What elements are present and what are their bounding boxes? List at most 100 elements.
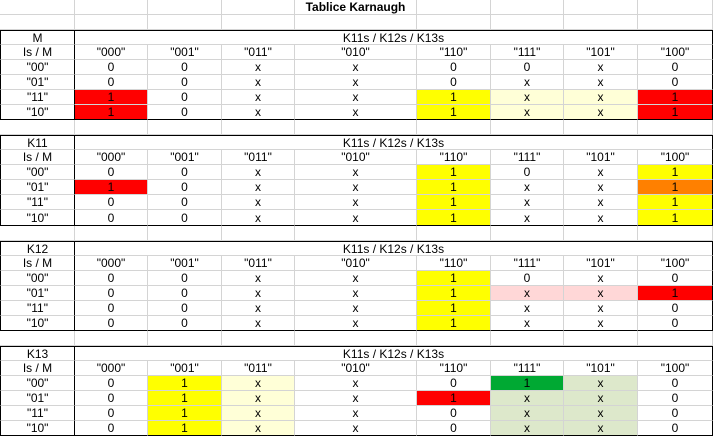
karnaugh-cell[interactable]: 0 [148,165,222,180]
empty-cell[interactable] [0,120,75,135]
empty-cell[interactable] [491,0,564,15]
empty-cell[interactable] [491,226,564,241]
karnaugh-cell[interactable]: 1 [638,195,713,210]
empty-cell[interactable] [0,226,75,241]
karnaugh-cell[interactable]: x [564,165,638,180]
karnaugh-cell[interactable]: x [222,391,295,406]
empty-cell[interactable] [564,120,638,135]
karnaugh-cell[interactable]: 0 [75,406,148,421]
karnaugh-cell[interactable]: 0 [75,391,148,406]
empty-cell[interactable] [75,120,148,135]
column-header[interactable]: "000" [75,361,148,376]
karnaugh-cell[interactable]: 0 [75,376,148,391]
karnaugh-cell[interactable]: 0 [417,406,491,421]
karnaugh-cell[interactable]: 0 [491,165,564,180]
empty-cell[interactable] [222,120,295,135]
karnaugh-cell[interactable]: x [295,316,417,331]
row-header[interactable]: "10" [0,210,75,226]
karnaugh-cell[interactable]: x [564,90,638,105]
empty-cell[interactable] [148,226,222,241]
karnaugh-cell[interactable]: x [222,90,295,105]
karnaugh-cell[interactable]: 0 [417,60,491,75]
karnaugh-cell[interactable]: 0 [75,60,148,75]
column-header[interactable]: "101" [564,256,638,271]
row-header[interactable]: "00" [0,271,75,286]
karnaugh-cell[interactable]: x [564,210,638,226]
karnaugh-cell[interactable]: 1 [75,105,148,120]
karnaugh-cell[interactable]: 0 [638,271,713,286]
karnaugh-cell[interactable]: 0 [491,271,564,286]
karnaugh-cell[interactable]: 1 [417,105,491,120]
karnaugh-cell[interactable]: x [564,105,638,120]
karnaugh-cell[interactable]: x [222,75,295,90]
column-header[interactable]: "100" [638,45,713,60]
karnaugh-cell[interactable]: 1 [491,376,564,391]
empty-cell[interactable] [148,0,222,15]
empty-cell[interactable] [491,15,564,30]
empty-cell[interactable] [638,331,713,346]
karnaugh-cell[interactable]: 0 [148,180,222,195]
karnaugh-cell[interactable]: x [491,316,564,331]
empty-cell[interactable] [417,226,491,241]
column-header[interactable]: "010" [295,256,417,271]
column-header[interactable]: "001" [148,45,222,60]
empty-cell[interactable] [148,331,222,346]
karnaugh-cell[interactable]: x [491,210,564,226]
karnaugh-cell[interactable]: 0 [75,421,148,436]
karnaugh-cell[interactable]: x [491,286,564,301]
empty-cell[interactable] [638,120,713,135]
row-header[interactable]: "01" [0,391,75,406]
karnaugh-cell[interactable]: x [295,60,417,75]
row-header[interactable]: "11" [0,301,75,316]
karnaugh-cell[interactable]: 1 [638,105,713,120]
karnaugh-cell[interactable]: x [295,406,417,421]
karnaugh-cell[interactable]: x [222,60,295,75]
empty-cell[interactable] [75,0,148,15]
row-header[interactable]: "10" [0,105,75,120]
column-header[interactable]: "111" [491,256,564,271]
empty-cell[interactable] [75,15,148,30]
empty-cell[interactable] [75,331,148,346]
karnaugh-cell[interactable]: x [295,75,417,90]
table-name[interactable]: M [0,30,75,45]
karnaugh-cell[interactable]: 1 [148,391,222,406]
empty-cell[interactable] [638,0,713,15]
karnaugh-cell[interactable]: 0 [638,75,713,90]
table-name[interactable]: K13 [0,346,75,361]
karnaugh-cell[interactable]: x [564,421,638,436]
row-header[interactable]: "01" [0,75,75,90]
karnaugh-cell[interactable]: 1 [417,316,491,331]
karnaugh-cell[interactable]: 0 [148,195,222,210]
karnaugh-cell[interactable]: x [564,75,638,90]
karnaugh-cell[interactable]: 1 [417,195,491,210]
empty-cell[interactable] [222,15,295,30]
karnaugh-cell[interactable]: 0 [75,286,148,301]
column-header[interactable]: "001" [148,150,222,165]
karnaugh-cell[interactable]: 0 [148,75,222,90]
empty-cell[interactable] [295,15,417,30]
karnaugh-cell[interactable]: x [564,195,638,210]
empty-cell[interactable] [0,331,75,346]
column-header[interactable]: "000" [75,256,148,271]
karnaugh-cell[interactable]: 0 [638,376,713,391]
row-header-label[interactable]: Is / M [0,150,75,165]
empty-cell[interactable] [491,331,564,346]
karnaugh-cell[interactable]: 0 [148,105,222,120]
karnaugh-cell[interactable]: 0 [148,316,222,331]
empty-cell[interactable] [638,226,713,241]
karnaugh-cell[interactable]: 0 [417,376,491,391]
column-header[interactable]: "100" [638,361,713,376]
karnaugh-cell[interactable]: 1 [417,286,491,301]
empty-cell[interactable] [222,331,295,346]
karnaugh-cell[interactable]: 1 [148,406,222,421]
karnaugh-cell[interactable]: 0 [491,60,564,75]
karnaugh-cell[interactable]: 1 [638,210,713,226]
row-header[interactable]: "11" [0,90,75,105]
karnaugh-cell[interactable]: 0 [75,210,148,226]
karnaugh-cell[interactable]: 0 [148,301,222,316]
empty-cell[interactable] [417,120,491,135]
table-name[interactable]: K11 [0,135,75,150]
empty-cell[interactable] [638,15,713,30]
empty-cell[interactable] [295,226,417,241]
karnaugh-cell[interactable]: x [564,301,638,316]
